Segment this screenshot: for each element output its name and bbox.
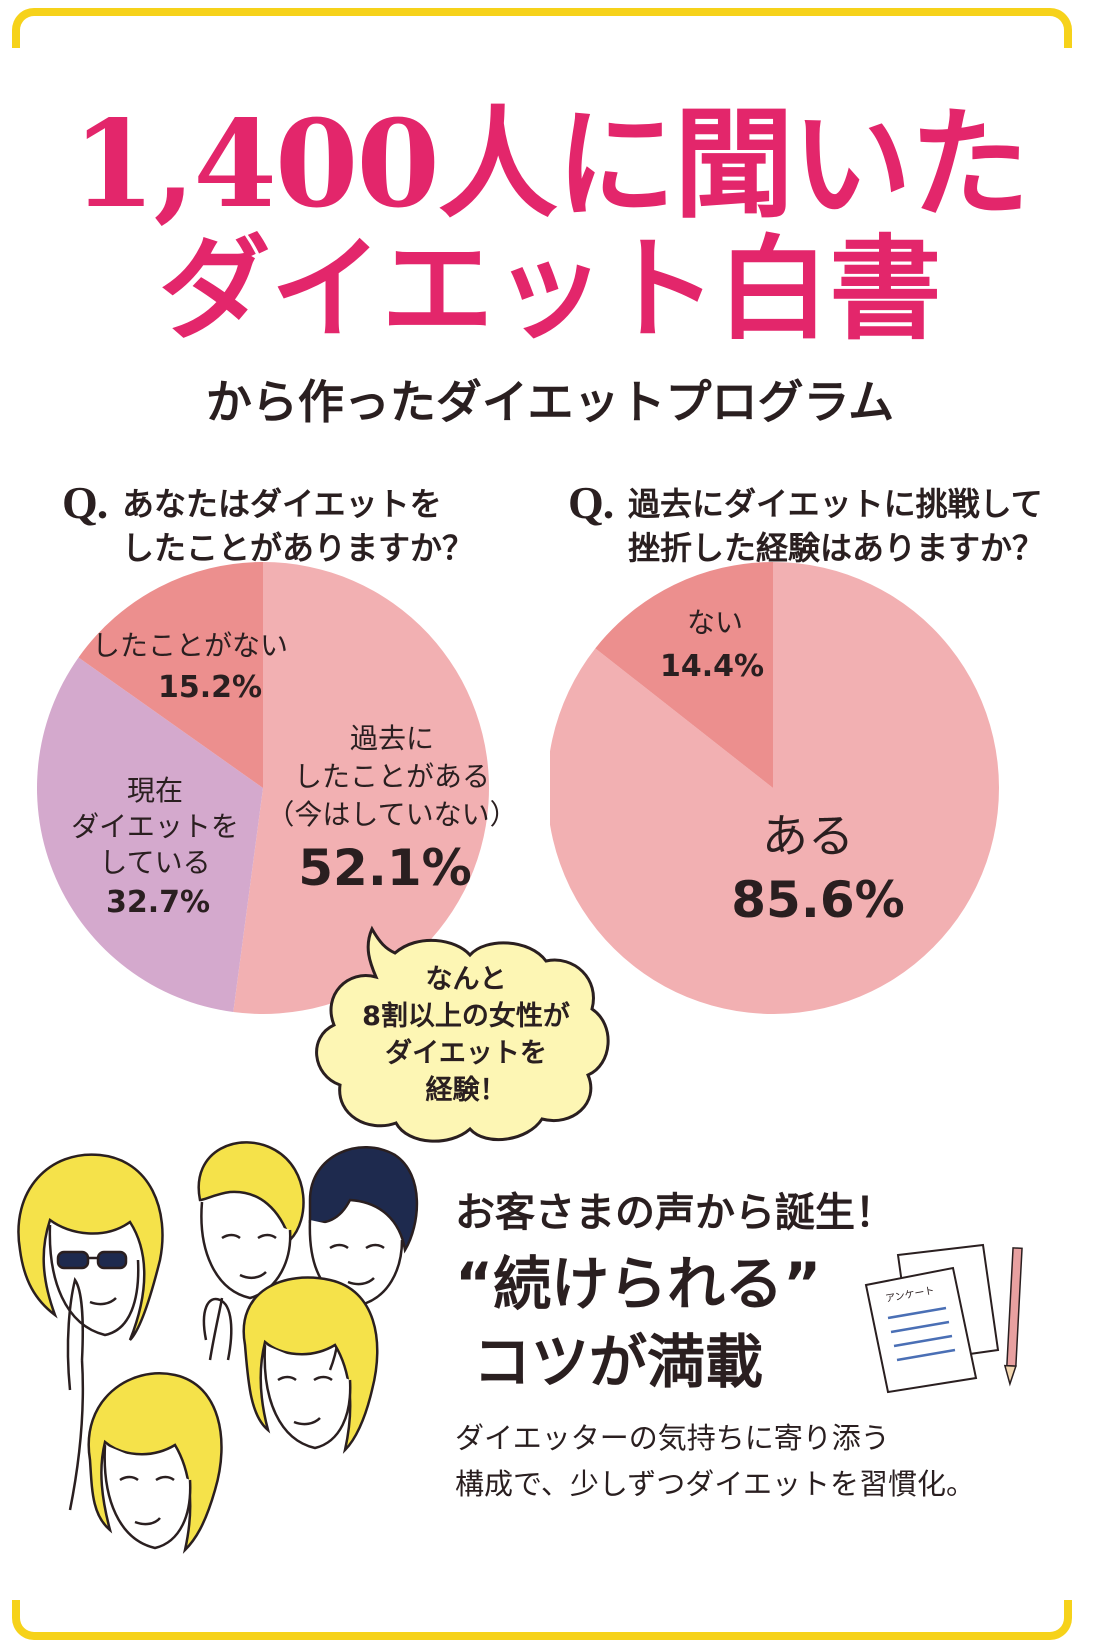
callout-heading: お客さまの声から誕生！ (455, 1190, 895, 1236)
callout-body-line2: 構成で、少しずつダイエットを習慣化。 (455, 1467, 975, 1501)
woman-front-right (242, 1276, 379, 1454)
pie-slice-no (595, 562, 773, 788)
question-1-line1: あなたはダイエットを (122, 485, 442, 523)
slice-value-past: 52.1% (298, 839, 471, 897)
pie-slice-past (233, 562, 490, 1014)
woman-sunglasses (17, 1153, 164, 1511)
bubble-line3: ダイエットを (385, 1037, 547, 1069)
title-line1: 1,400人に聞いた (72, 94, 1030, 235)
q-mark: Q. (62, 477, 108, 528)
women-illustration (17, 1141, 419, 1554)
callout-headline-line1: “続けられる” (455, 1250, 822, 1318)
slice-label-past-3: （今はしていない） (266, 798, 517, 831)
slice-label-past-2: したことがある (294, 760, 490, 793)
slice-value-yes: 85.6% (731, 871, 904, 929)
slice-label-never: したことがない (92, 629, 288, 662)
bubble-line4: 経験！ (426, 1074, 507, 1106)
slice-value-current: 32.7% (106, 885, 210, 920)
frame-top (12, 8, 1072, 48)
pie-slice-current (36, 657, 263, 1013)
question-2-line1: 過去にダイエットに挑戦して (628, 485, 1043, 523)
speech-bubble: なんと 8割以上の女性が ダイエットを 経験！ (315, 925, 610, 1143)
q-mark: Q. (568, 477, 614, 528)
slice-label-yes: ある (762, 809, 854, 863)
slice-value-never: 15.2% (158, 670, 262, 705)
pie-chart-dieting-experience: したことがない 15.2% 現在 ダイエットを している 32.7% 過去に し… (36, 562, 518, 1014)
slice-label-no: ない (687, 606, 743, 639)
slice-label-current-2: ダイエットを (71, 810, 239, 843)
slice-label-current-1: 現在 (127, 774, 183, 807)
pie-chart-setback-experience: ない 14.4% ある 85.6% (550, 562, 999, 1014)
slice-label-past-1: 過去に (350, 722, 434, 755)
subtitle: から作ったダイエットプログラム (205, 375, 895, 429)
bubble-line2: 8割以上の女性が (362, 1000, 570, 1032)
callout-body: ダイエッターの気持ちに寄り添う 構成で、少しずつダイエットを習慣化。 (455, 1415, 975, 1507)
pie-slice-yes (550, 562, 999, 1014)
pencil-icon (1003, 1247, 1023, 1387)
callout-headline-line2: コツが満載 (473, 1328, 764, 1396)
slice-value-no: 14.4% (660, 649, 764, 684)
woman-bun (197, 1141, 305, 1361)
question-2-line2: 挫折した経験はありますか？ (628, 529, 1045, 567)
pie-slice-never (78, 562, 264, 788)
frame-bottom (12, 1600, 1072, 1640)
speech-bubble-shape (315, 925, 610, 1143)
title-line2: ダイエット白書 (158, 224, 942, 355)
paper-front (864, 1266, 978, 1394)
woman-front-left (87, 1372, 223, 1554)
slice-label-current-3: している (99, 846, 210, 879)
survey-papers-illustration: アンケート (864, 1243, 1023, 1394)
bubble-line1: なんと (426, 964, 507, 995)
question-1-line2: したことがありますか？ (122, 529, 475, 567)
callout-body-line1: ダイエッターの気持ちに寄り添う (455, 1421, 890, 1455)
